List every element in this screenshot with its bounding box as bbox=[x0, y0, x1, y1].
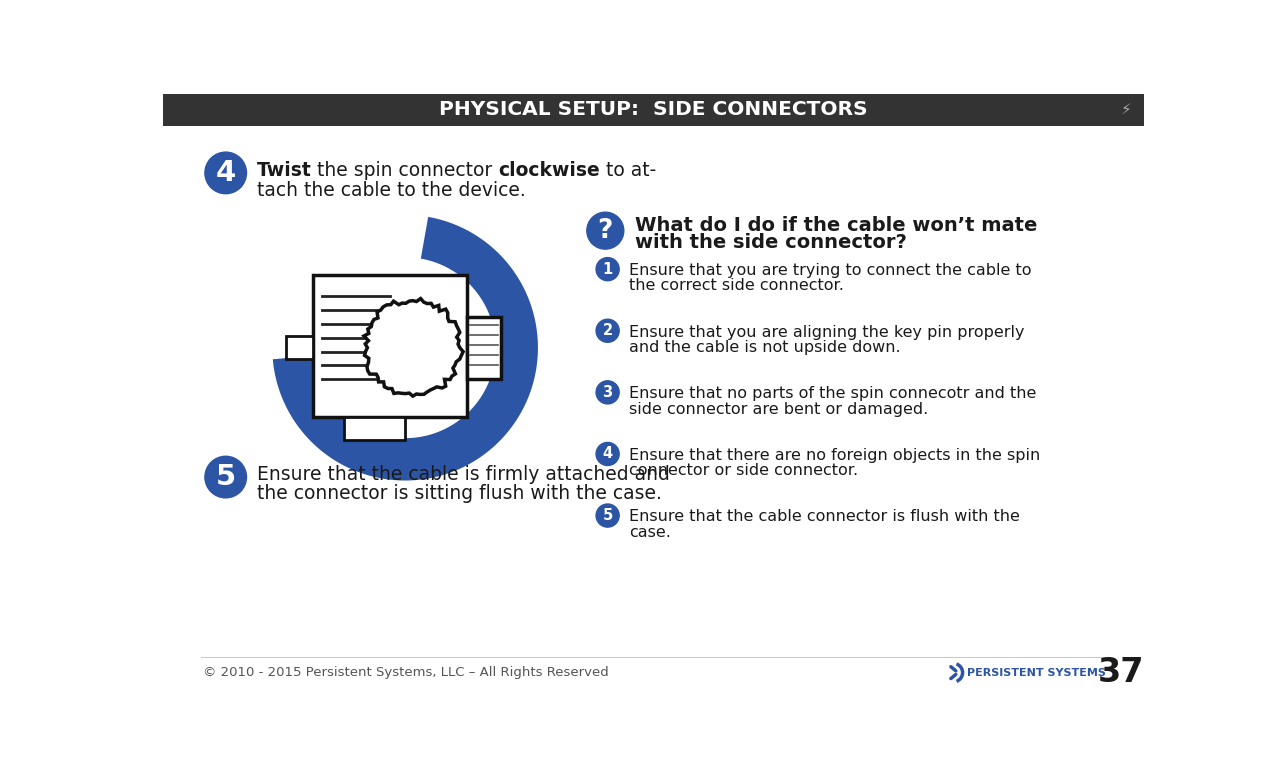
Text: the correct side connector.: the correct side connector. bbox=[629, 278, 844, 293]
Circle shape bbox=[597, 504, 620, 527]
Text: Twist: Twist bbox=[256, 161, 311, 180]
Circle shape bbox=[586, 212, 623, 249]
Text: Ensure that no parts of the spin connecotr and the: Ensure that no parts of the spin conneco… bbox=[629, 386, 1037, 401]
Text: the spin connector: the spin connector bbox=[311, 161, 499, 180]
Text: side connector are bent or damaged.: side connector are bent or damaged. bbox=[629, 402, 928, 417]
Text: Ensure that you are aligning the key pin properly: Ensure that you are aligning the key pin… bbox=[629, 324, 1025, 339]
Text: case.: case. bbox=[629, 525, 671, 540]
FancyBboxPatch shape bbox=[467, 317, 501, 378]
FancyBboxPatch shape bbox=[343, 417, 405, 440]
Circle shape bbox=[205, 456, 246, 498]
Text: 4: 4 bbox=[603, 446, 613, 462]
Polygon shape bbox=[363, 299, 463, 396]
Text: 4: 4 bbox=[215, 159, 236, 187]
Text: 5: 5 bbox=[603, 508, 613, 523]
Text: ⚡: ⚡ bbox=[1121, 102, 1132, 117]
Circle shape bbox=[597, 257, 620, 281]
FancyBboxPatch shape bbox=[312, 275, 467, 417]
FancyBboxPatch shape bbox=[286, 336, 312, 360]
Text: to at-: to at- bbox=[601, 161, 657, 180]
Circle shape bbox=[205, 152, 246, 193]
Text: Ensure that you are trying to connect the cable to: Ensure that you are trying to connect th… bbox=[629, 263, 1031, 278]
Circle shape bbox=[597, 442, 620, 466]
Text: © 2010 - 2015 Persistent Systems, LLC – All Rights Reserved: © 2010 - 2015 Persistent Systems, LLC – … bbox=[203, 666, 608, 679]
Text: the connector is sitting flush with the case.: the connector is sitting flush with the … bbox=[256, 484, 662, 503]
FancyBboxPatch shape bbox=[163, 94, 1145, 126]
Text: and the cable is not upside down.: and the cable is not upside down. bbox=[629, 340, 901, 355]
Text: PERSISTENT SYSTEMS: PERSISTENT SYSTEMS bbox=[968, 668, 1107, 678]
Text: 37: 37 bbox=[1098, 656, 1145, 690]
Text: Ensure that the cable connector is flush with the: Ensure that the cable connector is flush… bbox=[629, 509, 1020, 524]
Text: tach the cable to the device.: tach the cable to the device. bbox=[256, 182, 525, 200]
Circle shape bbox=[597, 381, 620, 404]
Circle shape bbox=[597, 319, 620, 342]
Text: clockwise: clockwise bbox=[499, 161, 601, 180]
Text: 2: 2 bbox=[603, 323, 613, 339]
Text: connector or side connector.: connector or side connector. bbox=[629, 463, 858, 478]
FancyBboxPatch shape bbox=[402, 305, 416, 390]
Text: ?: ? bbox=[598, 218, 613, 243]
Text: 3: 3 bbox=[603, 385, 613, 400]
Polygon shape bbox=[273, 217, 538, 480]
Polygon shape bbox=[278, 336, 312, 380]
Text: PHYSICAL SETUP:  SIDE CONNECTORS: PHYSICAL SETUP: SIDE CONNECTORS bbox=[439, 101, 867, 119]
Text: 5: 5 bbox=[215, 463, 236, 491]
Text: What do I do if the cable won’t mate: What do I do if the cable won’t mate bbox=[635, 216, 1037, 235]
Text: Ensure that the cable is firmly attached and: Ensure that the cable is firmly attached… bbox=[256, 465, 669, 484]
Text: 1: 1 bbox=[603, 261, 613, 277]
Text: Ensure that there are no foreign objects in the spin: Ensure that there are no foreign objects… bbox=[629, 448, 1040, 463]
Text: with the side connector?: with the side connector? bbox=[635, 233, 907, 252]
